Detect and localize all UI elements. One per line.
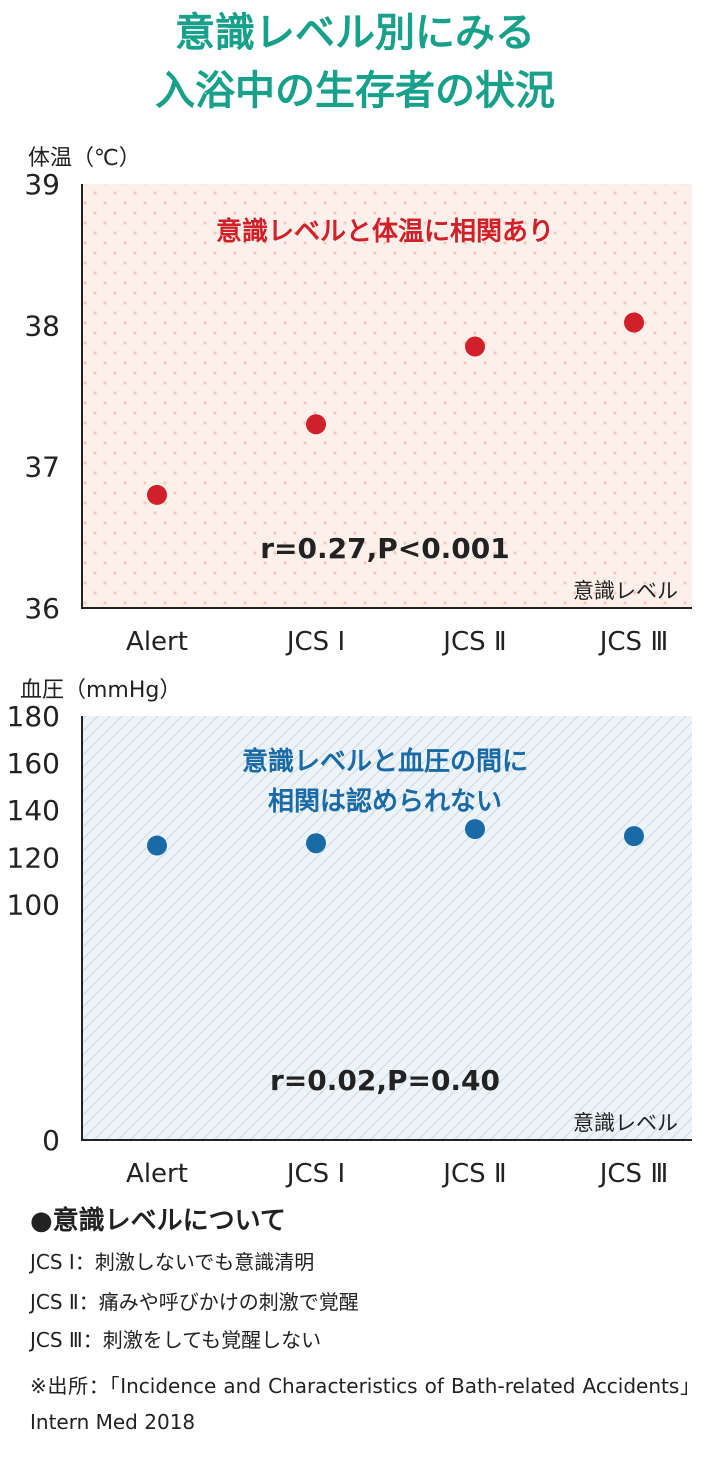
data-point-1 — [306, 414, 326, 435]
stat-label: r=0.02,P=0.40 — [270, 1064, 500, 1097]
note-jcs-2: JCS Ⅱ：痛みや呼びかけの刺激で覚醒 — [30, 1290, 359, 1314]
y-tick-label-180: 180 — [7, 700, 60, 733]
notes-heading: ●意識レベルについて — [30, 1206, 286, 1236]
x-tick-label-3: JCS Ⅲ — [598, 627, 669, 657]
correlation-annotation-0: 意識レベルと血圧の間に — [242, 746, 528, 777]
temperature-chart: 36 37 38 39 Alert JCS Ⅰ JCS Ⅱ JCS Ⅲ 意識レベルと体温に相関あ… — [0, 138, 710, 660]
x-axis-title: 意識レベル — [573, 1111, 678, 1135]
y-tick-label-160: 160 — [7, 747, 60, 780]
y-tick-label-140: 140 — [7, 794, 60, 827]
x-tick-label-2: JCS Ⅱ — [441, 1159, 506, 1189]
x-tick-label-1: JCS Ⅰ — [285, 627, 345, 657]
blood-pressure-axis-label: 血圧（mmHg） — [20, 678, 182, 703]
x-tick-label-0: Alert — [126, 1159, 188, 1189]
correlation-annotation-0: 意識レベルと体温に相関あり — [216, 216, 554, 247]
data-point-1 — [306, 833, 326, 854]
chart-title-line2: 入浴中の生存者の状況 — [155, 68, 555, 114]
x-tick-label-2: JCS Ⅱ — [441, 627, 506, 657]
source-citation: ※出所：「Incidence and Characteristics of Ba… — [30, 1374, 700, 1434]
y-tick-label-0: 0 — [42, 1124, 60, 1157]
note-jcs-1: JCS Ⅰ：刺激しないでも意識清明 — [30, 1250, 315, 1274]
y-tick-label-36: 36 — [24, 592, 60, 625]
x-tick-label-1: JCS Ⅰ — [285, 1159, 345, 1189]
y-tick-label-38: 38 — [24, 309, 60, 342]
y-tick-label-37: 37 — [24, 451, 60, 484]
data-point-3 — [624, 826, 644, 847]
chart-title-line1: 意識レベル別にみる — [175, 10, 535, 56]
plot-pattern — [82, 716, 692, 1140]
stat-label: r=0.27,P<0.001 — [260, 532, 510, 565]
data-point-0 — [147, 484, 167, 505]
y-tick-label-39: 39 — [24, 168, 60, 201]
y-tick-label-100: 100 — [7, 888, 60, 921]
chart-svg-0: 36 37 38 39 Alert JCS Ⅰ JCS Ⅱ JCS Ⅲ 意識レベルと体温に相関あ… — [24, 168, 692, 657]
x-axis-title: 意識レベル — [573, 579, 678, 603]
x-tick-label-3: JCS Ⅲ — [598, 1159, 669, 1189]
chart-svg-1: 0 100 120 140 160 180 Alert JCS Ⅰ JCS Ⅱ JCS Ⅲ 意識レベ… — [7, 700, 692, 1189]
y-tick-label-120: 120 — [7, 841, 60, 874]
data-point-2 — [465, 336, 485, 357]
data-point-0 — [147, 835, 167, 856]
x-tick-label-0: Alert — [126, 627, 188, 657]
data-point-3 — [624, 312, 644, 333]
plot-pattern — [82, 184, 692, 608]
correlation-annotation-1: 相関は認められない — [268, 786, 502, 817]
temperature-axis-label: 体温（℃） — [28, 146, 141, 171]
blood-pressure-chart: 0 100 120 140 160 180 Alert JCS Ⅰ JCS Ⅱ JCS Ⅲ 意識レベ… — [0, 670, 710, 1192]
note-jcs-3: JCS Ⅲ：刺激をしても覚醒しない — [30, 1328, 322, 1352]
data-point-2 — [465, 819, 485, 840]
